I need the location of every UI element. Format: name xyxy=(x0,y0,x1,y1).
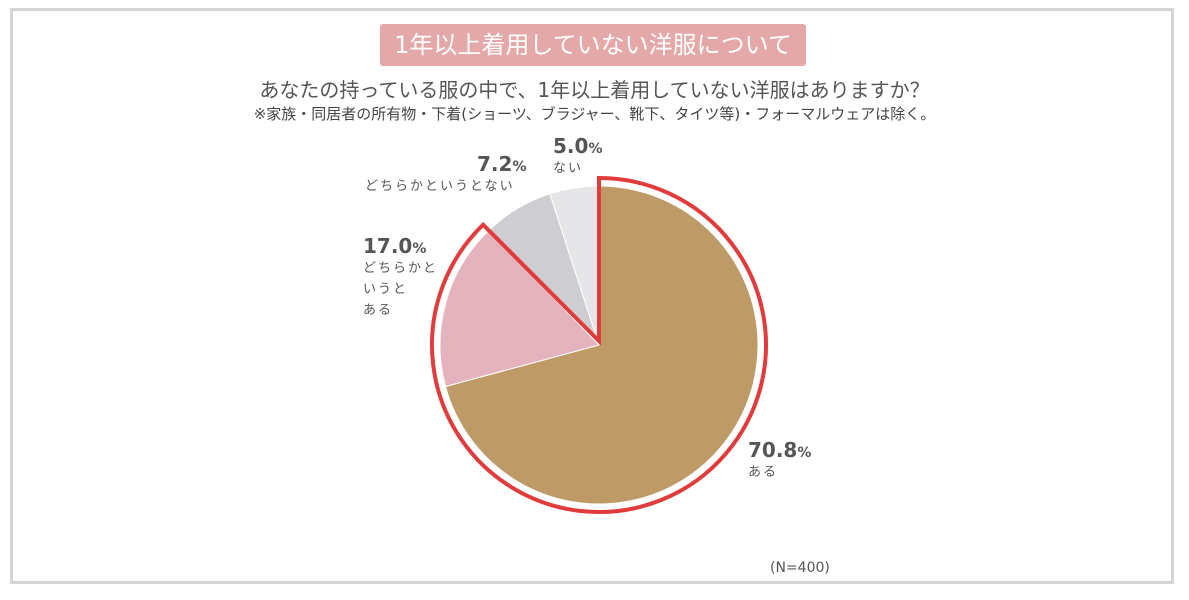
sample-size-label: (N=400) xyxy=(770,560,830,576)
unit-label: % xyxy=(512,159,527,175)
value-label: 7.2 xyxy=(477,152,513,176)
highlight-outline xyxy=(430,175,768,514)
slice-label-dochiraka-nai: 7.2% どちらかというとない xyxy=(365,152,526,197)
category-label: どちらかというとない xyxy=(365,179,515,194)
category-label-line: いうと xyxy=(363,282,409,297)
pie-slice-1 xyxy=(439,229,600,388)
chart-title: 1年以上着用していない洋服について xyxy=(380,24,806,66)
slice-label-nai: 5.0% ない xyxy=(553,134,602,179)
pie-slice-0 xyxy=(444,185,759,505)
slice-label-dochiraka-aru: 17.0% どちらかと いうと ある xyxy=(363,234,438,321)
question-text: あなたの持っている服の中で、1年以上着用していない洋服はありますか？ xyxy=(259,78,930,102)
unit-label: % xyxy=(412,241,427,257)
value-label: 17.0 xyxy=(363,234,413,258)
unit-label: % xyxy=(797,445,812,461)
category-label: ない xyxy=(553,161,584,176)
category-label-line: ある xyxy=(363,303,394,318)
category-label-line: どちらかと xyxy=(363,261,439,276)
category-label: ある xyxy=(748,465,779,480)
note-text: ※家族・同居者の所有物・下着(ショーツ、ブラジャー、靴下、タイツ等)・フォーマル… xyxy=(253,105,936,123)
value-label: 5.0 xyxy=(553,134,589,158)
value-label: 70.8 xyxy=(748,438,798,462)
slice-label-aru: 70.8% ある xyxy=(748,438,811,483)
unit-label: % xyxy=(588,141,603,157)
